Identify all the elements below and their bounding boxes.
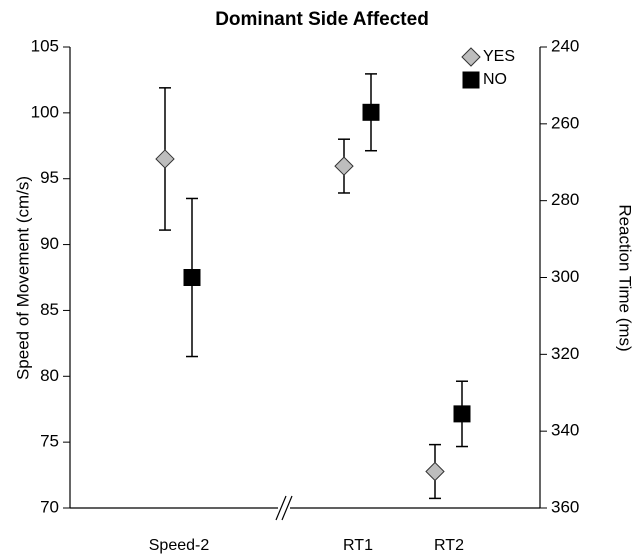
y2-tick-label: 300 xyxy=(551,267,579,286)
axis-break xyxy=(281,495,293,521)
legend-label: YES xyxy=(483,48,515,65)
marker xyxy=(462,71,480,89)
marker xyxy=(183,269,201,286)
y2-tick-label: 340 xyxy=(551,421,579,440)
marker xyxy=(453,405,471,423)
x-tick-label: Speed-2 xyxy=(149,537,210,554)
x-tick-label: RT1 xyxy=(343,537,373,554)
chart-title: Dominant Side Affected xyxy=(215,9,429,30)
y-tick-label: 75 xyxy=(40,432,59,451)
marker xyxy=(362,103,380,121)
y-tick-label: 90 xyxy=(40,234,59,253)
x-tick-label: RT2 xyxy=(434,537,464,554)
y2-axis-label: Reaction Time (ms) xyxy=(616,204,635,351)
y-axis-label: Speed of Movement (cm/s) xyxy=(13,176,32,380)
y-tick-label: 100 xyxy=(31,102,59,121)
y2-tick-label: 320 xyxy=(551,344,579,363)
marker xyxy=(334,156,354,176)
y-tick-label: 80 xyxy=(40,366,59,385)
marker xyxy=(461,47,481,67)
y-tick-label: 85 xyxy=(40,300,59,319)
y2-tick-label: 240 xyxy=(551,36,579,55)
y-tick-label: 95 xyxy=(40,168,59,187)
y-tick-label: 105 xyxy=(31,36,59,55)
y2-tick-label: 280 xyxy=(551,190,579,209)
y-tick-label: 70 xyxy=(40,497,59,516)
legend-label: NO xyxy=(483,71,507,88)
marker xyxy=(425,461,445,482)
y2-tick-label: 360 xyxy=(551,497,579,516)
y2-tick-label: 260 xyxy=(551,113,579,132)
axis-break xyxy=(275,495,287,521)
marker xyxy=(155,149,175,169)
